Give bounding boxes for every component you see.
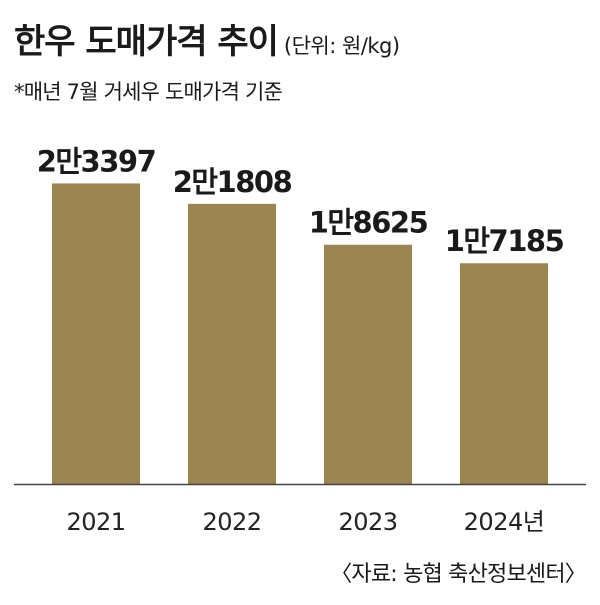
source-credit: 〈자료: 농협 축산정보센터〉: [330, 562, 587, 587]
category-label-2: 2023: [338, 508, 397, 536]
category-label-1: 2022: [202, 508, 261, 536]
bar-1: [188, 203, 276, 484]
title-row: 한우 도매가격 추이 (단위: 원/kg): [14, 14, 400, 63]
bar-2: [324, 244, 412, 484]
value-label-0: 2만3397: [37, 144, 156, 178]
bar-0: [52, 183, 140, 484]
chart-title: 한우 도매가격 추이: [14, 22, 279, 62]
value-label-2: 1만8625: [309, 206, 428, 240]
footnote: *매년 7월 거세우 도매가격 기준: [14, 80, 283, 104]
bar-3: [460, 263, 548, 484]
value-label-3: 1만7185: [445, 224, 564, 258]
category-label-3: 2024년: [464, 508, 545, 536]
unit-label: (단위: 원/kg): [283, 34, 400, 58]
value-label-1: 2만1808: [173, 165, 292, 199]
category-label-0: 2021: [66, 508, 125, 536]
